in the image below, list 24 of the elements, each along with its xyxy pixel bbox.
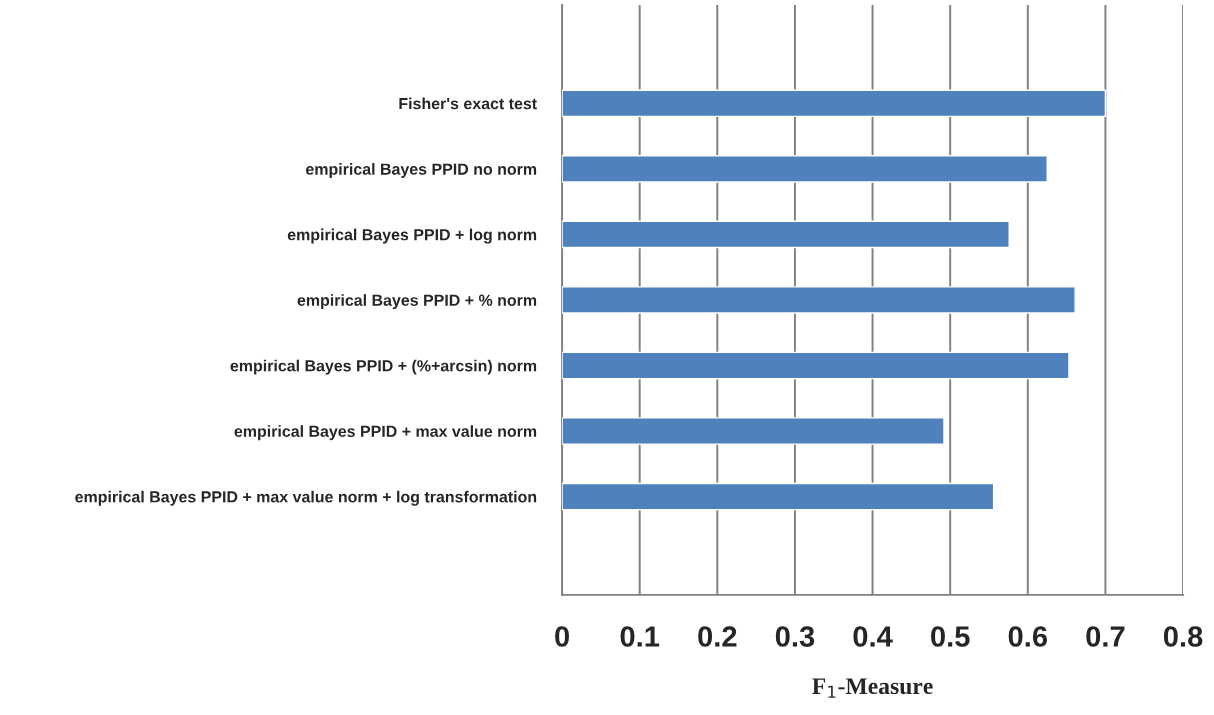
y-tick-label: empirical Bayes PPID + (%+arcsin) norm <box>230 359 537 375</box>
x-tick-label: 0.4 <box>853 626 893 647</box>
y-tick-label: empirical Bayes PPID + max value norm <box>234 425 537 441</box>
x-tick-label: 0 <box>555 626 569 647</box>
y-tick-label: empirical Bayes PPID + log norm <box>287 228 537 244</box>
bar <box>562 482 995 511</box>
x-tick-label: 0.3 <box>775 626 815 647</box>
x-tick-label: 0.2 <box>698 626 737 647</box>
x-tick-label: 0.5 <box>931 626 970 647</box>
x-tick-label: 0.1 <box>620 626 660 647</box>
y-tick-label: empirical Bayes PPID + % norm <box>297 294 537 310</box>
x-tick-label: 0.8 <box>1163 626 1203 647</box>
bar <box>562 220 1010 249</box>
x-tick-label: 0.7 <box>1086 626 1125 647</box>
bar <box>562 286 1076 314</box>
y-tick-label: Fisher's exact test <box>399 97 537 110</box>
y-tick-label: empirical Bayes PPID + max value norm + log transformation <box>75 490 537 506</box>
bar <box>562 89 1107 118</box>
y-tick-label: empirical Bayes PPID no norm <box>306 163 537 178</box>
bar <box>562 155 1048 183</box>
bar <box>562 417 945 445</box>
bar <box>562 351 1070 380</box>
x-axis-title: F$_{1}$-Measure <box>812 678 933 698</box>
x-tick-label: 0.6 <box>1008 626 1048 647</box>
